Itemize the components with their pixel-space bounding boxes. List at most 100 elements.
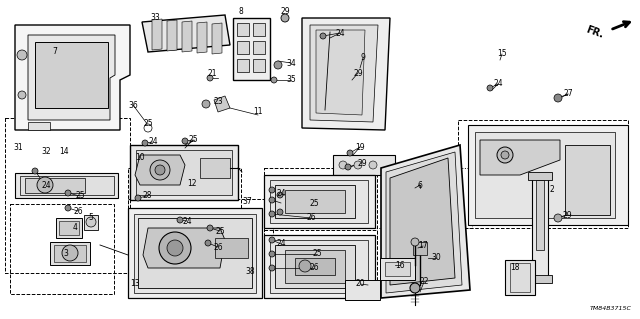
Text: 25: 25 <box>309 198 319 207</box>
Text: 24: 24 <box>41 182 51 190</box>
Text: 32: 32 <box>41 147 51 157</box>
Bar <box>237 59 249 72</box>
Polygon shape <box>28 122 50 130</box>
Text: 10: 10 <box>135 153 145 162</box>
Circle shape <box>207 225 213 231</box>
Polygon shape <box>302 18 390 130</box>
Text: 26: 26 <box>309 263 319 272</box>
Circle shape <box>159 232 191 264</box>
Bar <box>333 168 472 228</box>
Polygon shape <box>130 145 238 200</box>
Text: 18: 18 <box>510 263 520 272</box>
Polygon shape <box>528 275 552 283</box>
Text: 3: 3 <box>63 249 68 258</box>
Bar <box>237 23 249 36</box>
Polygon shape <box>200 158 230 178</box>
Text: 35: 35 <box>286 76 296 85</box>
Circle shape <box>277 209 283 215</box>
Circle shape <box>410 283 420 293</box>
Circle shape <box>277 192 283 198</box>
Text: 9: 9 <box>360 54 365 63</box>
Text: 19: 19 <box>355 143 365 152</box>
Polygon shape <box>28 35 115 120</box>
Text: 24: 24 <box>182 217 192 226</box>
Text: 25: 25 <box>312 249 322 258</box>
Polygon shape <box>214 96 230 112</box>
Polygon shape <box>35 42 108 108</box>
Circle shape <box>339 161 347 169</box>
Circle shape <box>274 61 282 69</box>
Polygon shape <box>532 175 548 280</box>
Circle shape <box>86 217 96 227</box>
Polygon shape <box>136 150 232 195</box>
Text: 14: 14 <box>59 147 69 157</box>
Circle shape <box>269 237 275 243</box>
Polygon shape <box>285 250 345 283</box>
Polygon shape <box>15 25 130 130</box>
Text: 21: 21 <box>207 70 217 78</box>
Text: 24: 24 <box>493 79 503 88</box>
Circle shape <box>144 124 152 132</box>
Circle shape <box>497 147 513 163</box>
Polygon shape <box>135 155 185 185</box>
Polygon shape <box>275 245 355 288</box>
Polygon shape <box>84 215 98 230</box>
Polygon shape <box>390 158 455 285</box>
Circle shape <box>554 214 562 222</box>
Circle shape <box>32 168 38 174</box>
Polygon shape <box>510 263 530 292</box>
Circle shape <box>281 14 289 22</box>
Text: TM84B3715C: TM84B3715C <box>590 306 632 311</box>
Bar <box>128 168 241 266</box>
Text: 36: 36 <box>128 100 138 109</box>
Polygon shape <box>345 280 380 300</box>
Polygon shape <box>316 30 365 115</box>
Text: 34: 34 <box>286 58 296 68</box>
Text: 25: 25 <box>75 191 85 201</box>
Polygon shape <box>142 15 230 52</box>
Polygon shape <box>270 180 368 223</box>
Circle shape <box>320 33 326 39</box>
Circle shape <box>18 91 26 99</box>
Bar <box>264 168 377 244</box>
Polygon shape <box>505 260 535 295</box>
Polygon shape <box>264 235 375 298</box>
Circle shape <box>167 240 183 256</box>
Text: 4: 4 <box>72 224 77 233</box>
Polygon shape <box>56 218 82 238</box>
Polygon shape <box>295 258 335 275</box>
Polygon shape <box>212 23 222 54</box>
Circle shape <box>411 238 419 246</box>
Polygon shape <box>381 145 470 298</box>
Circle shape <box>487 85 493 91</box>
Text: 25: 25 <box>188 136 198 145</box>
Text: 26: 26 <box>73 206 83 216</box>
Bar <box>253 23 265 36</box>
Circle shape <box>269 187 275 193</box>
Bar <box>10 204 114 294</box>
Bar <box>128 199 273 296</box>
Text: 23: 23 <box>213 98 223 107</box>
Circle shape <box>554 94 562 102</box>
Circle shape <box>65 190 71 196</box>
Circle shape <box>205 240 211 246</box>
Bar <box>237 41 249 54</box>
Circle shape <box>17 50 27 60</box>
Text: 26: 26 <box>213 242 223 251</box>
Polygon shape <box>25 178 85 193</box>
Text: 20: 20 <box>355 279 365 288</box>
Polygon shape <box>528 172 552 180</box>
Circle shape <box>269 197 275 203</box>
Polygon shape <box>536 180 544 250</box>
Text: 13: 13 <box>130 278 140 287</box>
Circle shape <box>347 150 353 156</box>
Polygon shape <box>386 152 462 293</box>
Bar <box>264 230 377 298</box>
Circle shape <box>269 251 275 257</box>
Text: 6: 6 <box>417 181 422 189</box>
Polygon shape <box>20 176 114 195</box>
Text: 28: 28 <box>142 191 152 201</box>
Circle shape <box>135 195 141 201</box>
Text: 29: 29 <box>562 211 572 219</box>
Polygon shape <box>270 240 368 293</box>
